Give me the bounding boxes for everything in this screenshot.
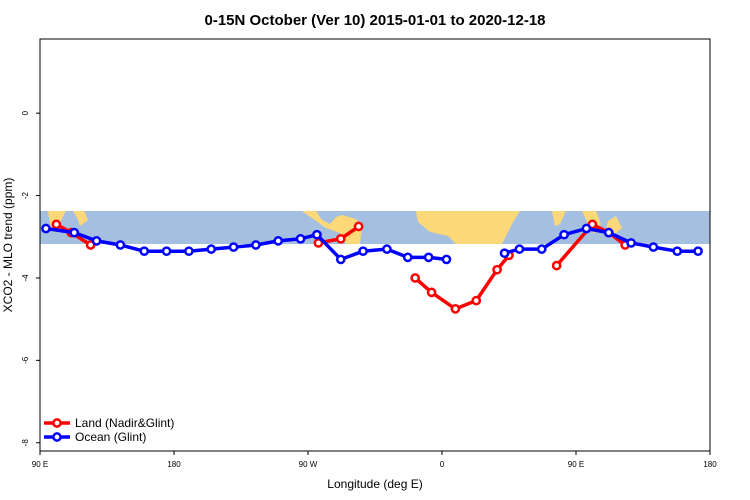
y-tick-label: -4 bbox=[21, 274, 30, 282]
x-axis: 90 E 180 90 W 0 90 E 180 bbox=[32, 451, 717, 469]
legend-label: Land (Nadir&Glint) bbox=[75, 416, 174, 430]
x-tick-label: 90 E bbox=[32, 460, 48, 469]
data-point bbox=[441, 254, 452, 265]
y-axis: 0 -2 -4 -6 -8 bbox=[21, 110, 40, 446]
data-point bbox=[69, 227, 80, 238]
x-tick-label: 180 bbox=[703, 460, 717, 469]
legend-label: Ocean (Glint) bbox=[75, 430, 146, 444]
data-point bbox=[251, 240, 261, 250]
data-point bbox=[603, 227, 614, 238]
data-point bbox=[335, 233, 346, 244]
x-tick-label: 90 W bbox=[299, 460, 318, 469]
data-point bbox=[410, 273, 421, 283]
y-tick-label: -2 bbox=[21, 191, 30, 199]
landmass-india-east bbox=[552, 211, 566, 226]
legend-swatch-marker bbox=[52, 432, 62, 442]
data-point bbox=[559, 229, 569, 240]
data-point bbox=[426, 287, 437, 298]
data-point bbox=[353, 221, 364, 232]
data-point bbox=[382, 244, 392, 254]
y-axis-label: XCO2 - MLO trend (ppm) bbox=[1, 178, 15, 313]
data-point bbox=[626, 238, 636, 248]
data-point bbox=[312, 229, 322, 240]
data-point bbox=[184, 246, 194, 257]
data-point bbox=[115, 240, 126, 250]
data-point bbox=[228, 242, 239, 252]
data-point bbox=[41, 223, 51, 234]
data-point bbox=[206, 244, 217, 254]
chart-title: 0-15N October (Ver 10) 2015-01-01 to 202… bbox=[204, 12, 545, 29]
x-axis-label: Longitude (deg E) bbox=[327, 477, 422, 491]
data-point bbox=[139, 246, 150, 257]
data-point bbox=[423, 252, 434, 263]
plot-area bbox=[39, 38, 711, 452]
data-point bbox=[161, 246, 172, 257]
series-layer bbox=[41, 219, 703, 314]
data-point bbox=[581, 223, 592, 234]
landmass-africa bbox=[416, 211, 520, 244]
data-point bbox=[358, 246, 368, 257]
data-point bbox=[693, 246, 703, 257]
x-tick-label: 0 bbox=[440, 460, 445, 469]
x-tick-label: 180 bbox=[167, 460, 181, 469]
data-point bbox=[499, 248, 510, 259]
data-point bbox=[91, 236, 102, 246]
series-1 bbox=[41, 223, 703, 265]
data-point bbox=[335, 254, 346, 265]
data-point bbox=[492, 264, 502, 275]
y-tick-label: -8 bbox=[21, 439, 30, 447]
data-point bbox=[295, 233, 306, 244]
data-point bbox=[450, 304, 461, 314]
series-line bbox=[414, 254, 511, 311]
landmass-indochina bbox=[73, 211, 88, 226]
world-map-band bbox=[40, 211, 710, 244]
legend-swatch-marker bbox=[52, 418, 62, 428]
legend: Land (Nadir&Glint)Ocean (Glint) bbox=[44, 416, 174, 444]
data-point bbox=[536, 244, 547, 254]
series-line bbox=[555, 222, 627, 267]
data-point bbox=[672, 246, 683, 257]
data-point bbox=[648, 242, 659, 252]
data-point bbox=[551, 260, 562, 271]
y-tick-label: -6 bbox=[21, 356, 30, 364]
data-point bbox=[471, 295, 482, 306]
data-point bbox=[273, 236, 284, 246]
series-0 bbox=[51, 219, 630, 314]
series-line bbox=[504, 226, 699, 255]
data-point bbox=[402, 252, 413, 263]
data-point bbox=[514, 244, 525, 254]
x-tick-label: 90 E bbox=[568, 460, 584, 469]
data-point bbox=[51, 219, 62, 230]
data-point bbox=[313, 238, 324, 248]
y-tick-label: 0 bbox=[21, 110, 30, 115]
